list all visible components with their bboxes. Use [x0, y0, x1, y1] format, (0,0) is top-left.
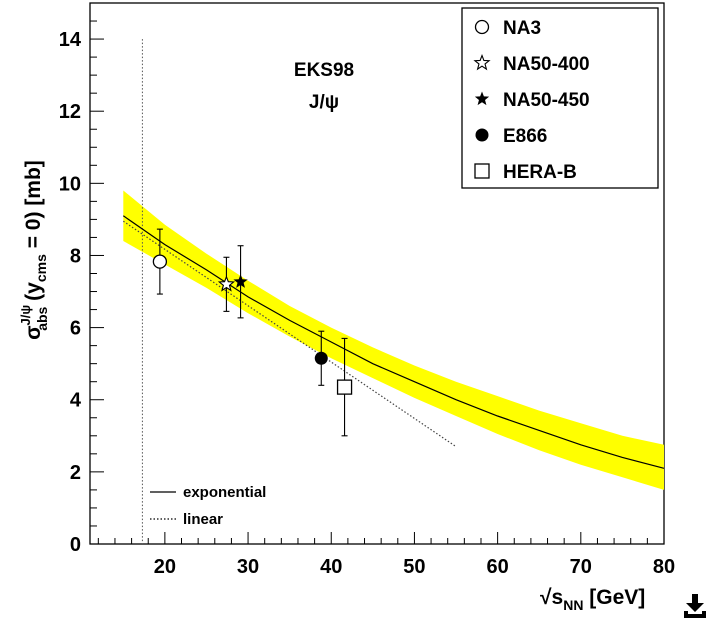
legend-label-na3: NA3	[503, 18, 541, 39]
fit-linear	[122, 220, 457, 448]
download-icon[interactable]	[682, 592, 708, 620]
legend-label-na50-450: NA50-450	[503, 90, 590, 111]
y-axis-title-sub: abs	[34, 306, 50, 330]
y-tick-label: 14	[59, 29, 82, 51]
y-axis-title: σJ/ψabs (ycms = 0) [mb]	[18, 160, 50, 340]
y-axis-title-main: σ	[22, 325, 45, 339]
x-tick-label: 30	[237, 556, 259, 578]
legend-box	[461, 7, 659, 189]
fit-legend-label-exponential: exponential	[183, 484, 266, 501]
x-tick-label: 50	[403, 556, 425, 578]
fit-legend-label-linear: linear	[183, 511, 223, 528]
annotation-jpsi: J/ψ	[309, 92, 339, 113]
x-axis-title: √sNN [GeV]	[540, 586, 645, 613]
x-tick-label: 20	[154, 556, 176, 578]
legend: NA3 NA50-400 NA50-450 E866 HERA-B	[461, 7, 659, 189]
x-tick-label: 40	[320, 556, 342, 578]
point-na50-400	[217, 275, 236, 292]
band-area	[123, 190, 665, 490]
y-tick-label: 12	[59, 101, 81, 123]
fit-curves	[122, 215, 665, 469]
y-axis-title-mid: (y	[22, 282, 45, 307]
legend-label-na50-400: NA50-400	[503, 54, 590, 75]
axes: 20 30 40 50 60 70 80 0 2 4 6 8 10 12 14	[59, 2, 675, 578]
point-na3	[152, 254, 168, 269]
annotation-eks98: EKS98	[294, 60, 354, 81]
y-tick-label: 8	[70, 245, 81, 267]
x-axis-title-sub: NN	[563, 597, 583, 613]
y-tick-label: 4	[70, 390, 82, 412]
y-tick-label: 10	[59, 173, 81, 195]
y-tick-label: 0	[70, 534, 81, 556]
y-tick-label: 2	[70, 462, 81, 484]
x-axis-title-main: s	[552, 586, 564, 609]
fit-exponential	[122, 215, 665, 469]
y-axis-title-end: = 0) [mb]	[22, 160, 45, 254]
y-axis-title-sub2: cms	[33, 254, 49, 282]
legend-marker-hera-b	[474, 163, 490, 179]
legend-label-e866: E866	[503, 126, 547, 147]
point-e866	[314, 351, 328, 365]
legend-marker-na3	[474, 19, 490, 35]
x-axis-title-unit: [GeV]	[583, 586, 645, 609]
legend-marker-e866	[475, 128, 489, 142]
x-tick-label: 80	[653, 556, 675, 578]
point-hera-b	[336, 379, 353, 395]
y-axis-title-sup: J/ψ	[18, 305, 33, 326]
fit-legend: exponential linear	[150, 484, 266, 528]
legend-markers	[473, 19, 491, 179]
x-tick-label: 60	[486, 556, 508, 578]
y-tick-label: 6	[70, 318, 81, 340]
x-axis-title-radical: √	[540, 586, 552, 609]
point-na50-450	[233, 274, 248, 288]
legend-marker-na50-450	[474, 91, 490, 106]
legend-marker-na50-400	[473, 53, 491, 71]
data-points	[152, 228, 353, 437]
x-tick-label: 70	[570, 556, 592, 578]
confidence-band	[123, 190, 665, 490]
legend-label-hera-b: HERA-B	[503, 162, 577, 183]
